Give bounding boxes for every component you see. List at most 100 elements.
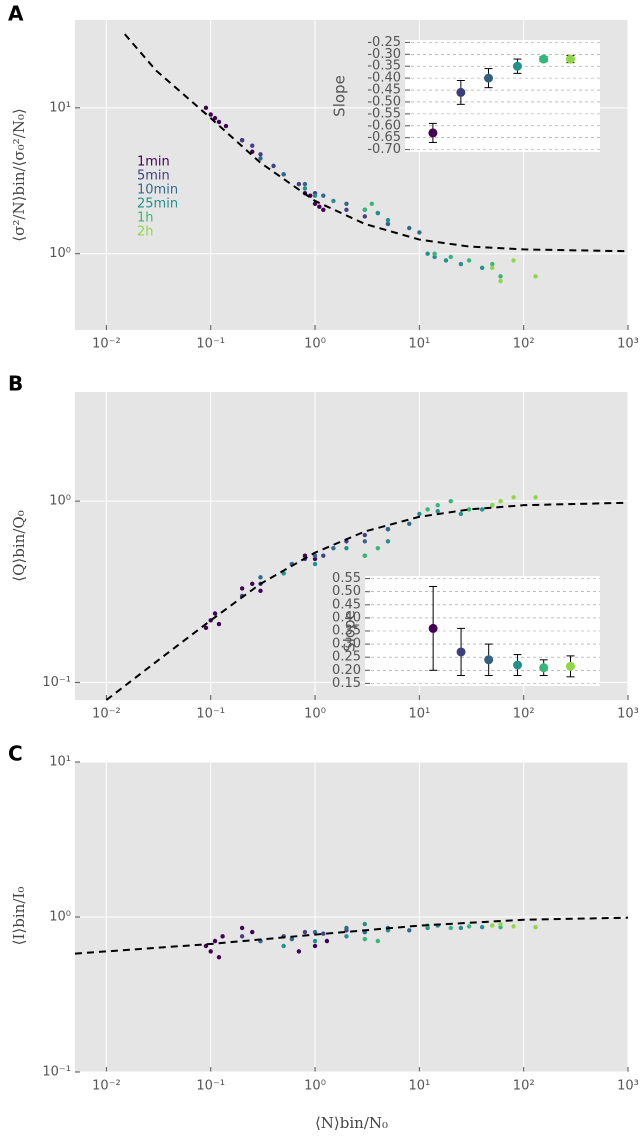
point bbox=[312, 938, 318, 944]
point bbox=[479, 924, 485, 930]
point bbox=[239, 586, 245, 591]
slope-point bbox=[456, 647, 466, 657]
point bbox=[312, 943, 318, 949]
x-tick-label: 10¹ bbox=[408, 707, 430, 722]
point bbox=[385, 539, 391, 544]
slope-point bbox=[456, 87, 466, 97]
point bbox=[435, 502, 440, 508]
point bbox=[331, 198, 336, 204]
point bbox=[302, 186, 308, 191]
point bbox=[498, 921, 503, 927]
panel-label: A bbox=[8, 2, 24, 26]
y-tick-label: 0.25 bbox=[332, 650, 361, 665]
y-tick-label: -0.60 bbox=[367, 118, 401, 133]
point bbox=[216, 621, 222, 627]
panel-label: B bbox=[8, 372, 23, 396]
y-tick-label: -0.40 bbox=[367, 71, 401, 86]
point bbox=[498, 924, 503, 930]
point bbox=[498, 498, 503, 504]
y-tick-label: -0.70 bbox=[367, 142, 401, 157]
y-tick-label: 0.45 bbox=[332, 597, 361, 612]
point bbox=[289, 936, 295, 942]
legend-entry: 10min bbox=[137, 183, 178, 198]
point bbox=[533, 274, 538, 279]
slope-point bbox=[428, 623, 438, 633]
point bbox=[435, 509, 440, 514]
y-tick-label: -0.30 bbox=[367, 47, 401, 62]
point bbox=[216, 955, 222, 960]
y-tick-label: 10⁰ bbox=[49, 494, 71, 509]
point bbox=[479, 265, 485, 271]
point bbox=[344, 207, 349, 213]
fit-line bbox=[124, 33, 629, 253]
point bbox=[321, 553, 326, 558]
point bbox=[317, 204, 322, 209]
point bbox=[312, 929, 318, 935]
point bbox=[212, 938, 218, 944]
slope-point bbox=[539, 663, 549, 673]
point bbox=[208, 112, 213, 117]
point bbox=[271, 163, 276, 169]
point bbox=[258, 575, 263, 580]
legend-entry: 5min bbox=[137, 169, 170, 184]
point bbox=[369, 201, 374, 206]
point bbox=[458, 511, 464, 517]
point bbox=[479, 507, 485, 512]
y-axis-label: Slope bbox=[331, 75, 349, 117]
x-tick-label: 10¹ bbox=[408, 1079, 430, 1094]
point bbox=[344, 934, 349, 939]
slope-point bbox=[565, 54, 575, 64]
y-tick-label: -0.25 bbox=[367, 35, 401, 50]
point bbox=[302, 929, 308, 935]
x-tick-label: 10⁻¹ bbox=[196, 337, 225, 352]
point bbox=[375, 938, 381, 944]
point bbox=[312, 193, 318, 198]
point bbox=[375, 210, 381, 216]
point bbox=[331, 546, 336, 551]
x-tick-label: 10³ bbox=[617, 707, 639, 722]
slope-point bbox=[513, 660, 523, 670]
point bbox=[490, 502, 495, 508]
x-tick-label: 10⁰ bbox=[304, 707, 326, 722]
x-tick-label: 10⁻¹ bbox=[196, 1079, 225, 1094]
point bbox=[458, 261, 464, 267]
x-tick-label: 10¹ bbox=[408, 337, 430, 352]
point bbox=[490, 923, 495, 928]
point bbox=[239, 925, 245, 931]
point bbox=[250, 581, 255, 586]
point bbox=[490, 261, 495, 267]
y-tick-label: 10⁻¹ bbox=[42, 1065, 71, 1080]
point bbox=[250, 143, 255, 148]
y-tick-label: -0.45 bbox=[367, 83, 401, 98]
slope-point bbox=[565, 661, 575, 671]
point bbox=[220, 934, 225, 939]
point bbox=[448, 254, 453, 260]
point bbox=[312, 556, 318, 562]
x-tick-label: 10⁻¹ bbox=[196, 707, 225, 722]
point bbox=[321, 207, 326, 213]
point bbox=[203, 625, 209, 631]
point bbox=[212, 611, 218, 616]
point bbox=[498, 278, 503, 284]
point bbox=[344, 546, 349, 551]
point bbox=[466, 507, 472, 512]
y-tick-label: -0.50 bbox=[367, 94, 401, 109]
y-tick-label: 0.30 bbox=[332, 637, 361, 652]
point bbox=[362, 532, 368, 538]
point bbox=[239, 137, 245, 143]
point bbox=[385, 527, 391, 532]
y-axis-label: ⟨σ²/N⟩bin/⟨σ₀²/N₀⟩ bbox=[10, 108, 28, 241]
slope-point bbox=[484, 655, 494, 665]
y-axis-label: ⟨I⟩bin/I₀ bbox=[10, 887, 28, 946]
point bbox=[362, 553, 368, 558]
point bbox=[258, 588, 263, 594]
point bbox=[321, 931, 326, 936]
point bbox=[407, 521, 412, 526]
point bbox=[203, 105, 209, 111]
point bbox=[212, 115, 218, 121]
point bbox=[511, 495, 516, 500]
y-tick-label: -0.35 bbox=[367, 59, 401, 74]
point bbox=[533, 924, 538, 930]
fit-line bbox=[74, 916, 629, 955]
